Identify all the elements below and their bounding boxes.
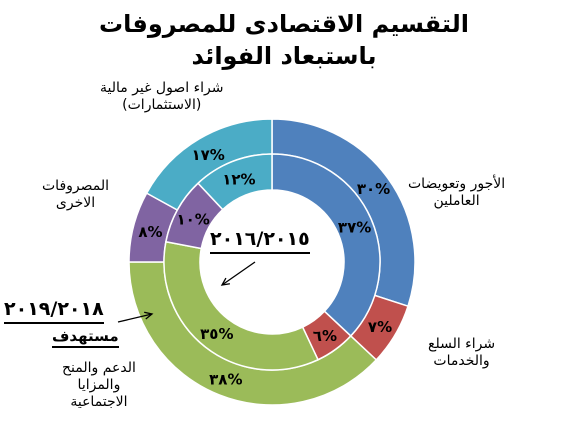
category-label-subsidies: الدعم والمنح والمزايا الاجتماعية xyxy=(62,360,136,411)
outer-ring-value-label-2: ٣٨% xyxy=(209,371,242,389)
inner-ring-arrow xyxy=(221,261,256,286)
inner-ring-value-label-2: ٣٥% xyxy=(200,325,233,343)
category-label-line: (الاستثمارات) xyxy=(122,97,202,113)
category-label-line: شراء اصول غير مالية xyxy=(100,80,224,96)
inner-ring-value-label-1: ٦% xyxy=(313,327,337,345)
chart-title: التقسيم الاقتصادى للمصروفات xyxy=(99,10,469,38)
outer-ring-period-label: ٢٠١٩/٢٠١٨ xyxy=(4,298,104,324)
category-label-line: شراء السلع xyxy=(428,336,496,352)
inner-ring-period-label: ٢٠١٦/٢٠١٥ xyxy=(210,228,310,254)
category-label-line: العاملين xyxy=(433,193,480,209)
outer-ring-value-label-0: ٣٠% xyxy=(357,180,390,198)
category-label-line: المصروفات xyxy=(42,178,110,194)
outer-ring-target-note: مستهدف xyxy=(52,327,119,348)
category-label-line: الاخرى xyxy=(55,195,96,211)
inner-ring-value-label-3: ١٠% xyxy=(176,211,209,229)
inner-ring-slice-4 xyxy=(197,153,273,211)
outer-ring-arrow-head xyxy=(144,311,154,320)
inner-ring-slice-2 xyxy=(163,240,319,371)
outer-ring-value-label-3: ٨% xyxy=(138,223,162,241)
category-label-line: الاجتماعية xyxy=(70,394,128,410)
inner-ring-value-label-4: ١٢% xyxy=(222,170,255,188)
category-label-line: والخدمات xyxy=(433,353,490,369)
inner-ring-arrow-head xyxy=(220,277,231,286)
category-label-non-financial-assets: شراء اصول غير مالية (الاستثمارات) xyxy=(100,80,224,114)
inner-ring-slice-0 xyxy=(271,153,381,337)
category-label-line: الأجور وتعويضات xyxy=(408,176,506,192)
category-label-other-expenses: المصروفات الاخرى xyxy=(42,178,109,212)
chart-subtitle: باستبعاد الفوائد xyxy=(191,42,377,70)
inner-ring-value-label-0: ٣٧% xyxy=(338,218,371,236)
category-label-line: والمزايا xyxy=(77,377,121,393)
outer-ring-arrow xyxy=(117,313,153,323)
outer-ring-value-label-1: ٧% xyxy=(368,318,392,336)
category-label-goods-services: شراء السلع والخدمات xyxy=(428,336,495,370)
outer-ring-value-label-4: ١٧% xyxy=(191,146,224,164)
category-label-wages: الأجور وتعويضات العاملين xyxy=(408,176,505,210)
category-label-line: الدعم والمنح xyxy=(62,360,136,376)
